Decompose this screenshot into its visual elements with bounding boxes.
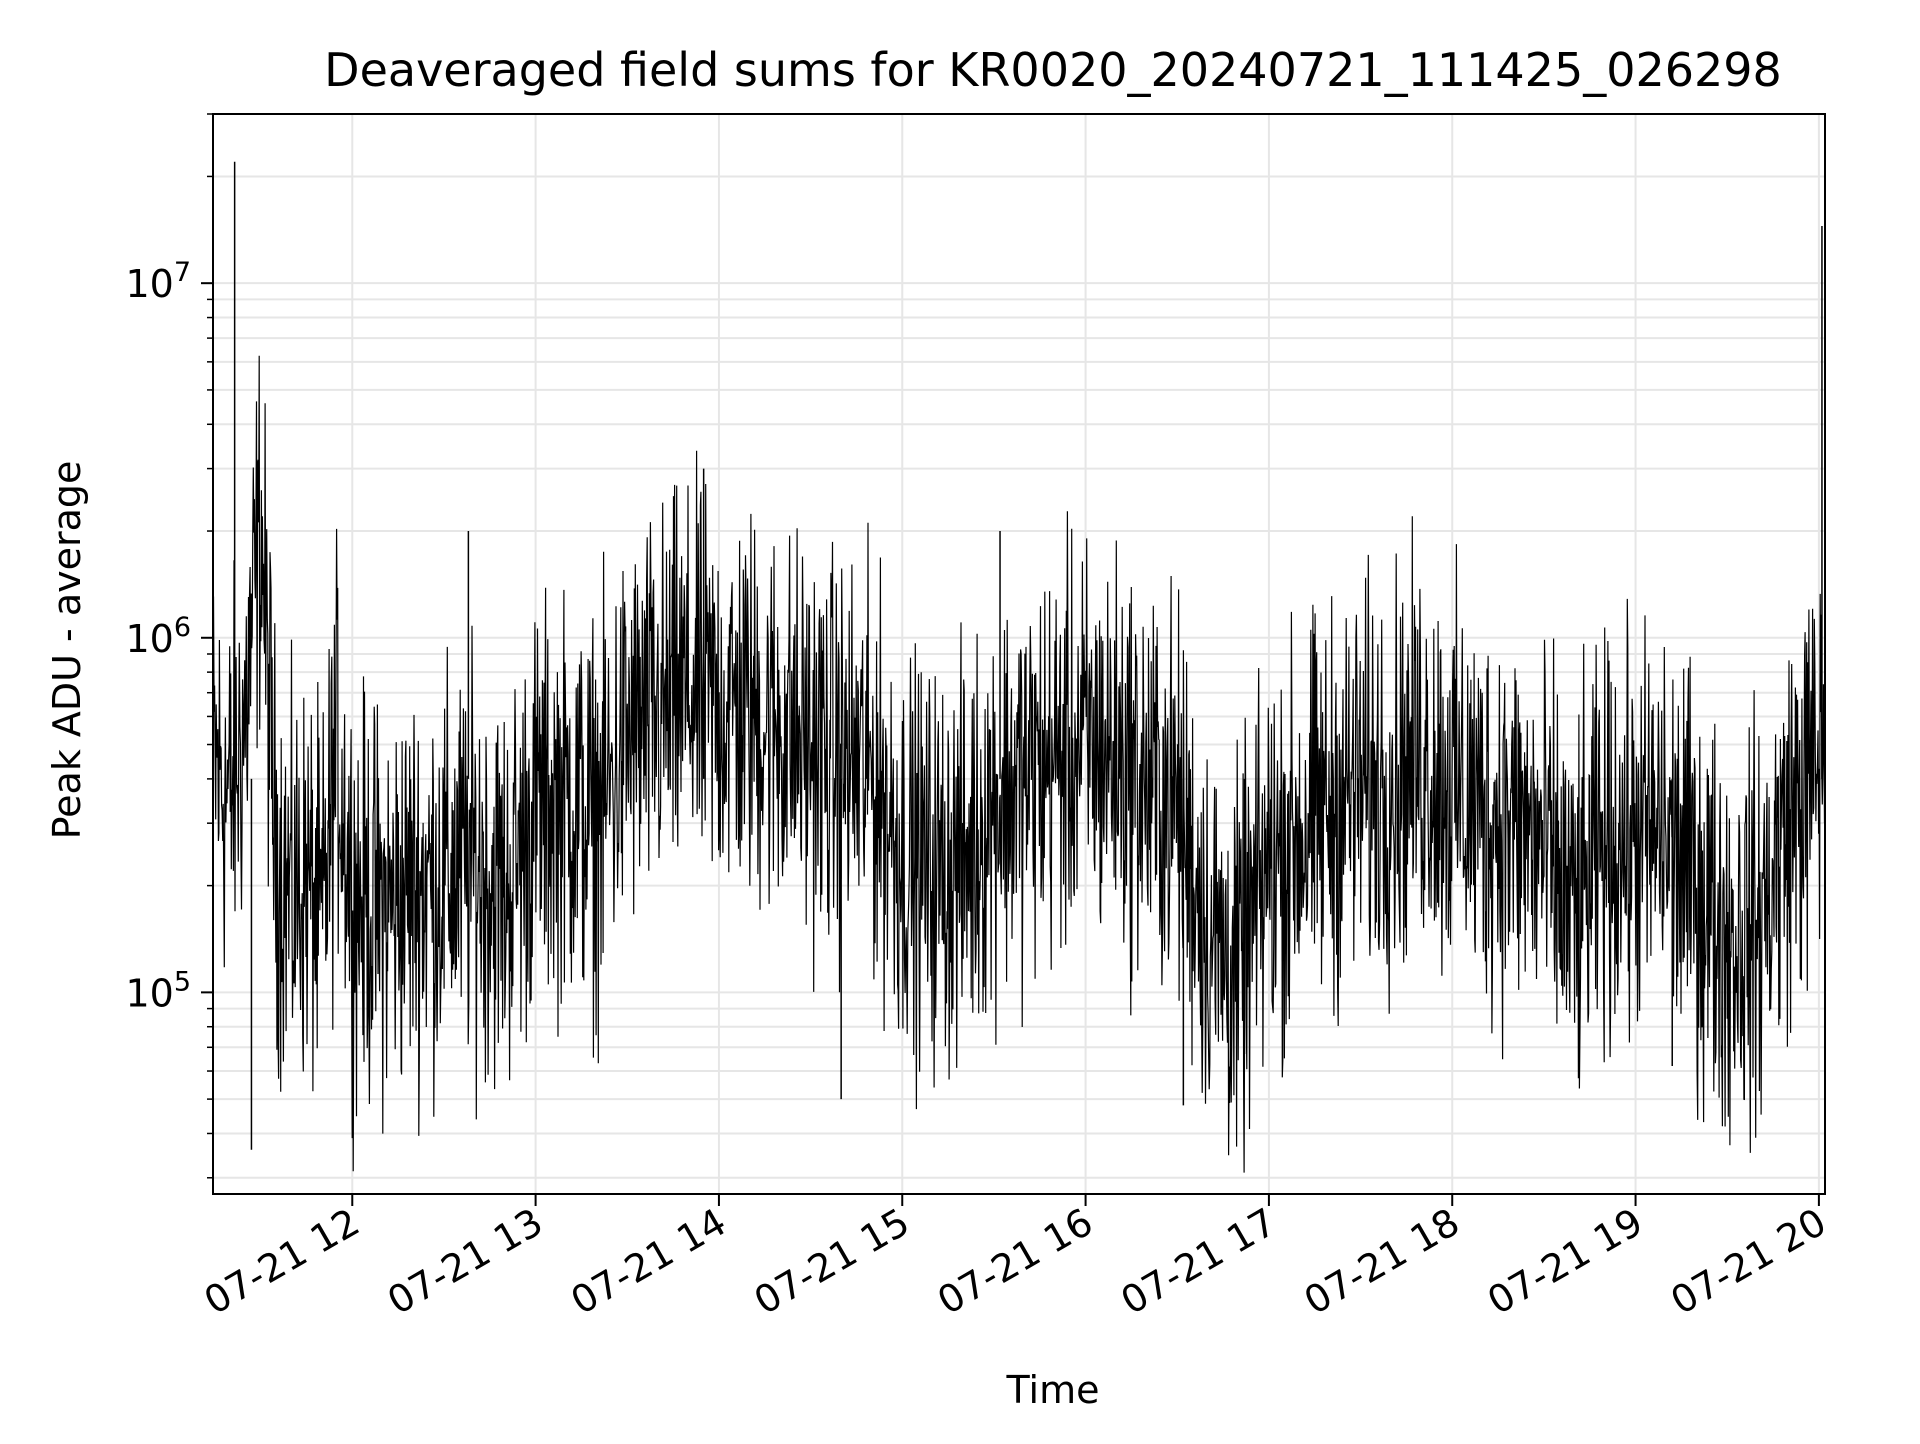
x-axis-label: Time <box>1006 1368 1100 1412</box>
data-series-line <box>212 355 1826 1173</box>
chart-title: Deaveraged field sums for KR0020_2024072… <box>324 43 1782 97</box>
data-layer <box>212 161 1826 1173</box>
y-tick-label: 106 <box>125 612 191 661</box>
y-tick-label: 107 <box>125 257 191 306</box>
y-axis-label: Peak ADU - average <box>45 461 89 840</box>
y-tick-label: 105 <box>125 966 191 1015</box>
